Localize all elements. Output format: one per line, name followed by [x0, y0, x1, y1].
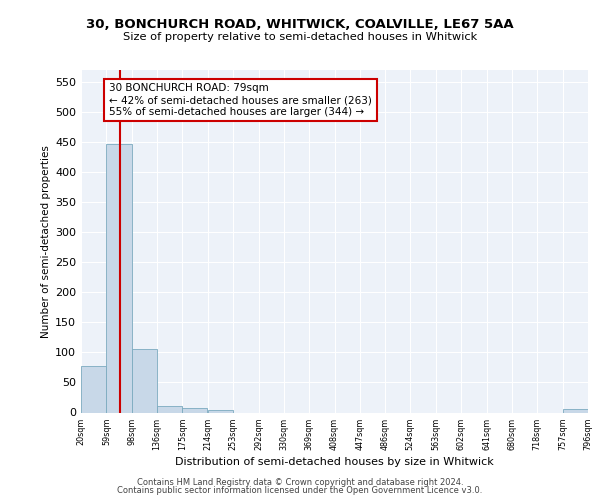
Text: Contains HM Land Registry data © Crown copyright and database right 2024.: Contains HM Land Registry data © Crown c…	[137, 478, 463, 487]
Bar	[81, 366, 106, 412]
Text: 30, BONCHURCH ROAD, WHITWICK, COALVILLE, LE67 5AA: 30, BONCHURCH ROAD, WHITWICK, COALVILLE,…	[86, 18, 514, 30]
Bar	[157, 406, 182, 412]
Bar	[106, 144, 131, 412]
Bar	[182, 408, 208, 412]
Bar	[208, 410, 233, 412]
Text: Contains public sector information licensed under the Open Government Licence v3: Contains public sector information licen…	[118, 486, 482, 495]
Text: 30 BONCHURCH ROAD: 79sqm
← 42% of semi-detached houses are smaller (263)
55% of : 30 BONCHURCH ROAD: 79sqm ← 42% of semi-d…	[109, 84, 372, 116]
Y-axis label: Number of semi-detached properties: Number of semi-detached properties	[41, 145, 51, 338]
Text: Size of property relative to semi-detached houses in Whitwick: Size of property relative to semi-detach…	[123, 32, 477, 42]
X-axis label: Distribution of semi-detached houses by size in Whitwick: Distribution of semi-detached houses by …	[175, 457, 494, 467]
Bar	[132, 350, 157, 412]
Bar	[563, 410, 587, 412]
